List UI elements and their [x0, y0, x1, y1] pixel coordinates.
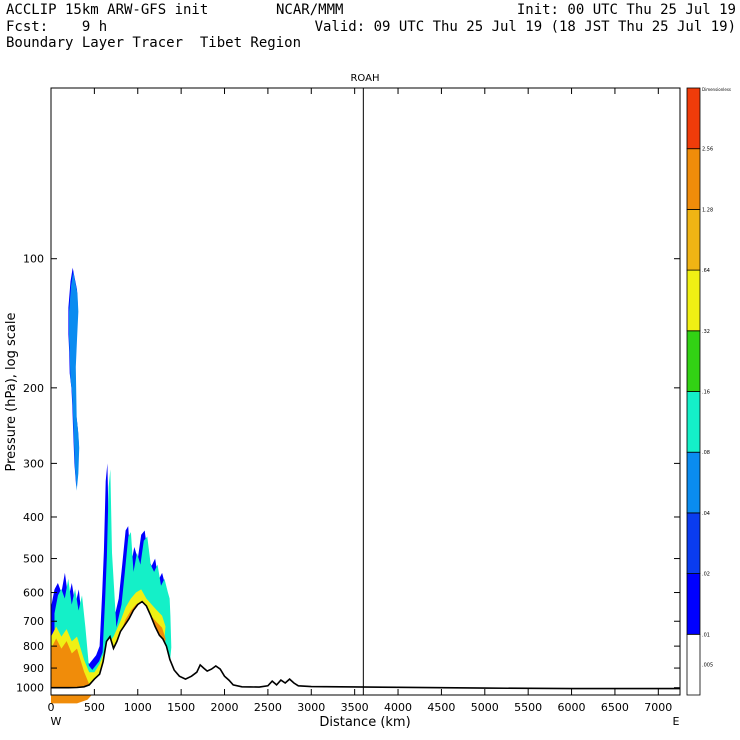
colorbar-title: Dimensionless: [702, 87, 731, 92]
x-tick-label: 5000: [471, 701, 499, 714]
colorbar-band: [686, 148, 701, 210]
header-line1-right: Init: 00 UTC Thu 25 Jul 19: [516, 2, 736, 18]
colorbar-band: [686, 573, 701, 635]
x-tick-label: 2000: [211, 701, 239, 714]
x-tick-label: 3000: [297, 701, 325, 714]
x-left-direction: W: [51, 715, 62, 728]
colorbar-level-label: 2.56: [702, 147, 713, 153]
colorbar-band: [686, 269, 701, 332]
colorbar-band: [686, 451, 701, 514]
terrain-mask: [51, 601, 680, 695]
colorbar-level-label: 1.28: [702, 207, 713, 213]
x-tick-label: 5500: [514, 701, 542, 714]
y-tick-label: 200: [23, 382, 44, 395]
colorbar-level-label: .01: [702, 632, 710, 638]
colorbar-level-label: .64: [702, 268, 710, 274]
x-tick-label: 6000: [558, 701, 586, 714]
header-line3: Boundary Layer Tracer Tibet Region: [6, 35, 302, 51]
x-tick-label: 3500: [341, 701, 369, 714]
colorbar-band: [686, 330, 701, 392]
colorbar-level-label: .16: [702, 390, 710, 396]
x-tick-label: 1500: [167, 701, 195, 714]
tracer-mid-fill: [54, 469, 172, 698]
x-tick-label: 0: [48, 701, 55, 714]
x-right-direction: E: [673, 715, 680, 728]
colorbar-band: [686, 87, 701, 150]
chart-title: ROAH: [350, 73, 379, 84]
colorbar-level-label: .32: [702, 329, 710, 335]
header-line2-left: Fcst: 9 h: [6, 19, 108, 35]
x-tick-label: 500: [84, 701, 105, 714]
x-tick-label: 2500: [254, 701, 282, 714]
header-line1-left: ACCLIP 15km ARW-GFS init: [6, 2, 209, 18]
colorbar-band: [686, 633, 701, 696]
header-line1-mid: NCAR/MMM: [276, 2, 344, 18]
y-tick-label: 900: [23, 662, 44, 675]
colorbar-band: [686, 391, 701, 453]
y-axis-label: Pressure (hPa), log scale: [4, 313, 19, 472]
x-tick-label: 4500: [427, 701, 455, 714]
x-axis-label: Distance (km): [319, 715, 410, 730]
y-tick-label: 1000: [16, 682, 44, 695]
x-tick-label: 4000: [384, 701, 412, 714]
x-tick-label: 1000: [124, 701, 152, 714]
header-line2-right: Valid: 09 UTC Thu 25 Jul 19 (18 JST Thu …: [314, 19, 736, 35]
colorbar-level-label: .005: [702, 663, 713, 669]
y-tick-label: 500: [23, 553, 44, 566]
terrain-line: [51, 600, 680, 690]
y-tick-label: 300: [23, 457, 44, 470]
tracer-plume-core: [69, 271, 80, 491]
colorbar-level-label: .04: [702, 511, 710, 517]
colorbar-level-label: .02: [702, 572, 710, 578]
x-tick-label: 6500: [601, 701, 629, 714]
x-tick-label: 7000: [644, 701, 672, 714]
colorbar-level-label: .08: [702, 450, 710, 456]
y-tick-label: 600: [23, 587, 44, 600]
y-tick-label: 700: [23, 615, 44, 628]
colorbar-band: [686, 208, 701, 271]
y-tick-label: 100: [23, 253, 44, 266]
y-tick-label: 800: [23, 640, 44, 653]
plot-frame: [50, 87, 681, 696]
y-tick-label: 400: [23, 511, 44, 524]
colorbar-band: [686, 512, 701, 575]
